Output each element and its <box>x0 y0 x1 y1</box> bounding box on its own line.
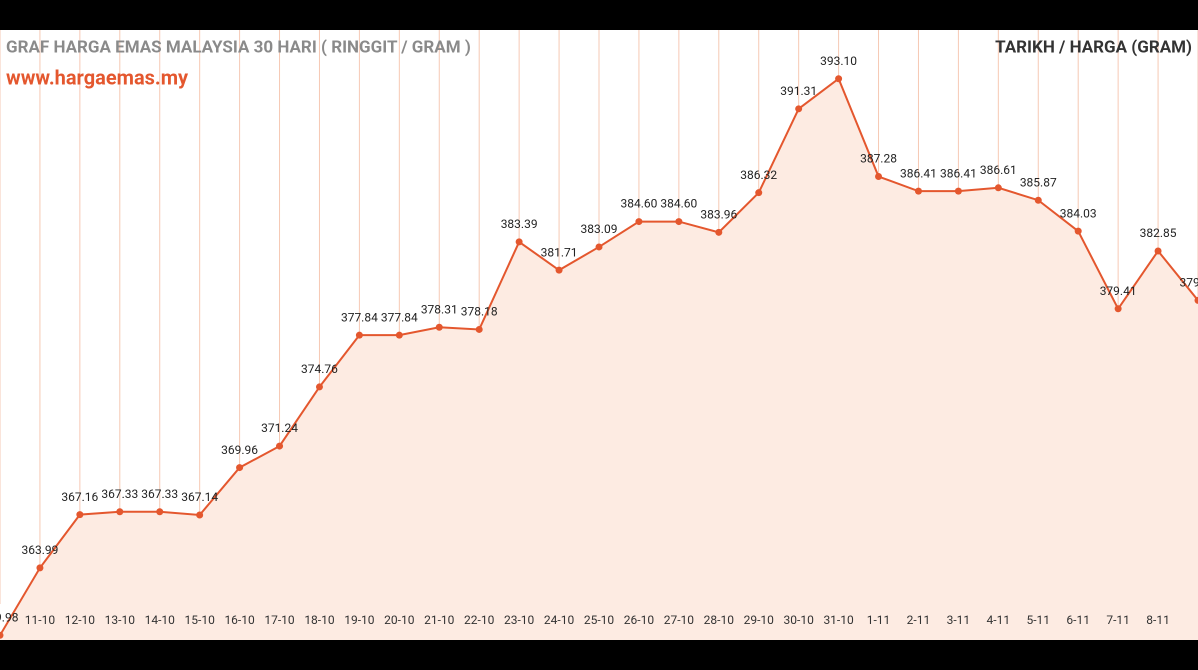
value-label: 381.71 <box>541 245 578 259</box>
data-point <box>954 187 962 195</box>
data-point <box>36 564 44 572</box>
data-point <box>555 266 563 274</box>
data-point <box>1074 227 1082 235</box>
value-label: 374.76 <box>301 362 338 376</box>
x-tick-label: 12-10 <box>65 613 96 627</box>
value-label: 387.28 <box>860 152 897 166</box>
x-tick-label: 7-11 <box>1106 613 1130 627</box>
x-tick-label: 24-10 <box>544 613 575 627</box>
x-tick-label: 1-11 <box>867 613 891 627</box>
value-label: 367.33 <box>141 487 178 501</box>
x-tick-label: 19-10 <box>344 613 375 627</box>
x-tick-label: 17-10 <box>264 613 295 627</box>
x-tick-label: 3-11 <box>947 613 971 627</box>
x-tick-label: 22-10 <box>464 613 495 627</box>
value-label: 363.99 <box>21 543 58 557</box>
data-point <box>276 442 284 450</box>
data-point <box>196 511 204 519</box>
data-point <box>315 383 323 391</box>
value-label: 367.14 <box>181 490 218 504</box>
value-label: 369.96 <box>221 443 258 457</box>
value-label: 378.31 <box>421 302 458 316</box>
data-point <box>675 218 683 226</box>
data-point <box>994 184 1002 192</box>
data-point <box>0 631 4 639</box>
value-label: 378.18 <box>461 305 498 319</box>
x-tick-label: 11-10 <box>25 613 56 627</box>
value-label: 386.41 <box>940 166 977 180</box>
x-tick-label: 21-10 <box>424 613 455 627</box>
x-tick-label: 28-10 <box>704 613 735 627</box>
chart-subtitle: www.hargaemas.my <box>6 65 189 89</box>
data-point <box>395 331 403 339</box>
value-label: 379.41 <box>1100 284 1137 298</box>
data-point <box>914 187 922 195</box>
x-tick-label: 23-10 <box>504 613 535 627</box>
value-label: 377.84 <box>341 310 378 324</box>
data-point <box>635 218 643 226</box>
x-tick-label: 26-10 <box>624 613 655 627</box>
value-label: 383.39 <box>501 217 538 231</box>
data-point <box>595 243 603 251</box>
data-point <box>1114 305 1122 313</box>
value-label: 386.32 <box>740 168 777 182</box>
data-point <box>835 75 843 83</box>
value-label: 385.87 <box>1020 175 1057 189</box>
value-label: 379.91 <box>1180 276 1198 290</box>
data-point <box>475 325 483 333</box>
data-point <box>435 323 443 331</box>
x-tick-label: 15-10 <box>185 613 216 627</box>
x-tick-label: 2-11 <box>907 613 931 627</box>
x-tick-label: 6-11 <box>1066 613 1090 627</box>
x-tick-label: 27-10 <box>664 613 695 627</box>
value-label: 384.60 <box>620 197 657 211</box>
data-point <box>1154 247 1162 255</box>
data-point <box>1194 296 1198 304</box>
value-label: 384.03 <box>1060 206 1097 220</box>
value-label: 386.61 <box>980 163 1017 177</box>
legend-title: TARIKH / HARGA (GRAM) <box>995 37 1192 57</box>
data-point <box>875 173 883 181</box>
value-label: 359.98 <box>0 610 19 624</box>
x-tick-label: 4-11 <box>987 613 1011 627</box>
x-tick-label: 16-10 <box>224 613 255 627</box>
value-label: 386.41 <box>900 166 937 180</box>
area <box>0 78 1198 640</box>
data-point <box>515 238 523 246</box>
value-label: 391.31 <box>780 84 817 98</box>
x-tick-label: 30-10 <box>784 613 815 627</box>
value-label: 377.84 <box>381 310 418 324</box>
value-label: 371.24 <box>261 421 298 435</box>
data-point <box>355 331 363 339</box>
value-label: 383.09 <box>581 222 618 236</box>
x-tick-label: 5-11 <box>1026 613 1050 627</box>
x-tick-label: 8-11 <box>1146 613 1170 627</box>
x-tick-label: 13-10 <box>105 613 136 627</box>
value-label: 367.16 <box>61 490 98 504</box>
data-point <box>715 228 723 236</box>
x-tick-label: 18-10 <box>304 613 335 627</box>
chart-title: GRAF HARGA EMAS MALAYSIA 30 HARI ( RINGG… <box>6 37 471 57</box>
x-tick-label: 29-10 <box>744 613 775 627</box>
value-label: 384.60 <box>660 197 697 211</box>
plot: 359.98 363.99 11-10 367.16 12-10 367.33 13-10 3… <box>0 30 1198 640</box>
data-point <box>1034 196 1042 204</box>
data-point <box>156 508 164 516</box>
value-label: 367.33 <box>101 487 138 501</box>
x-tick-label: 31-10 <box>823 613 854 627</box>
data-point <box>236 464 244 472</box>
x-tick-label: 14-10 <box>145 613 176 627</box>
data-point <box>76 511 84 519</box>
x-tick-label: 20-10 <box>384 613 415 627</box>
data-point <box>755 189 763 197</box>
value-label: 393.10 <box>820 54 857 68</box>
data-point <box>795 105 803 113</box>
value-label: 383.96 <box>700 207 737 221</box>
value-label: 382.85 <box>1140 226 1177 240</box>
data-point <box>116 508 124 516</box>
x-tick-label: 25-10 <box>584 613 615 627</box>
